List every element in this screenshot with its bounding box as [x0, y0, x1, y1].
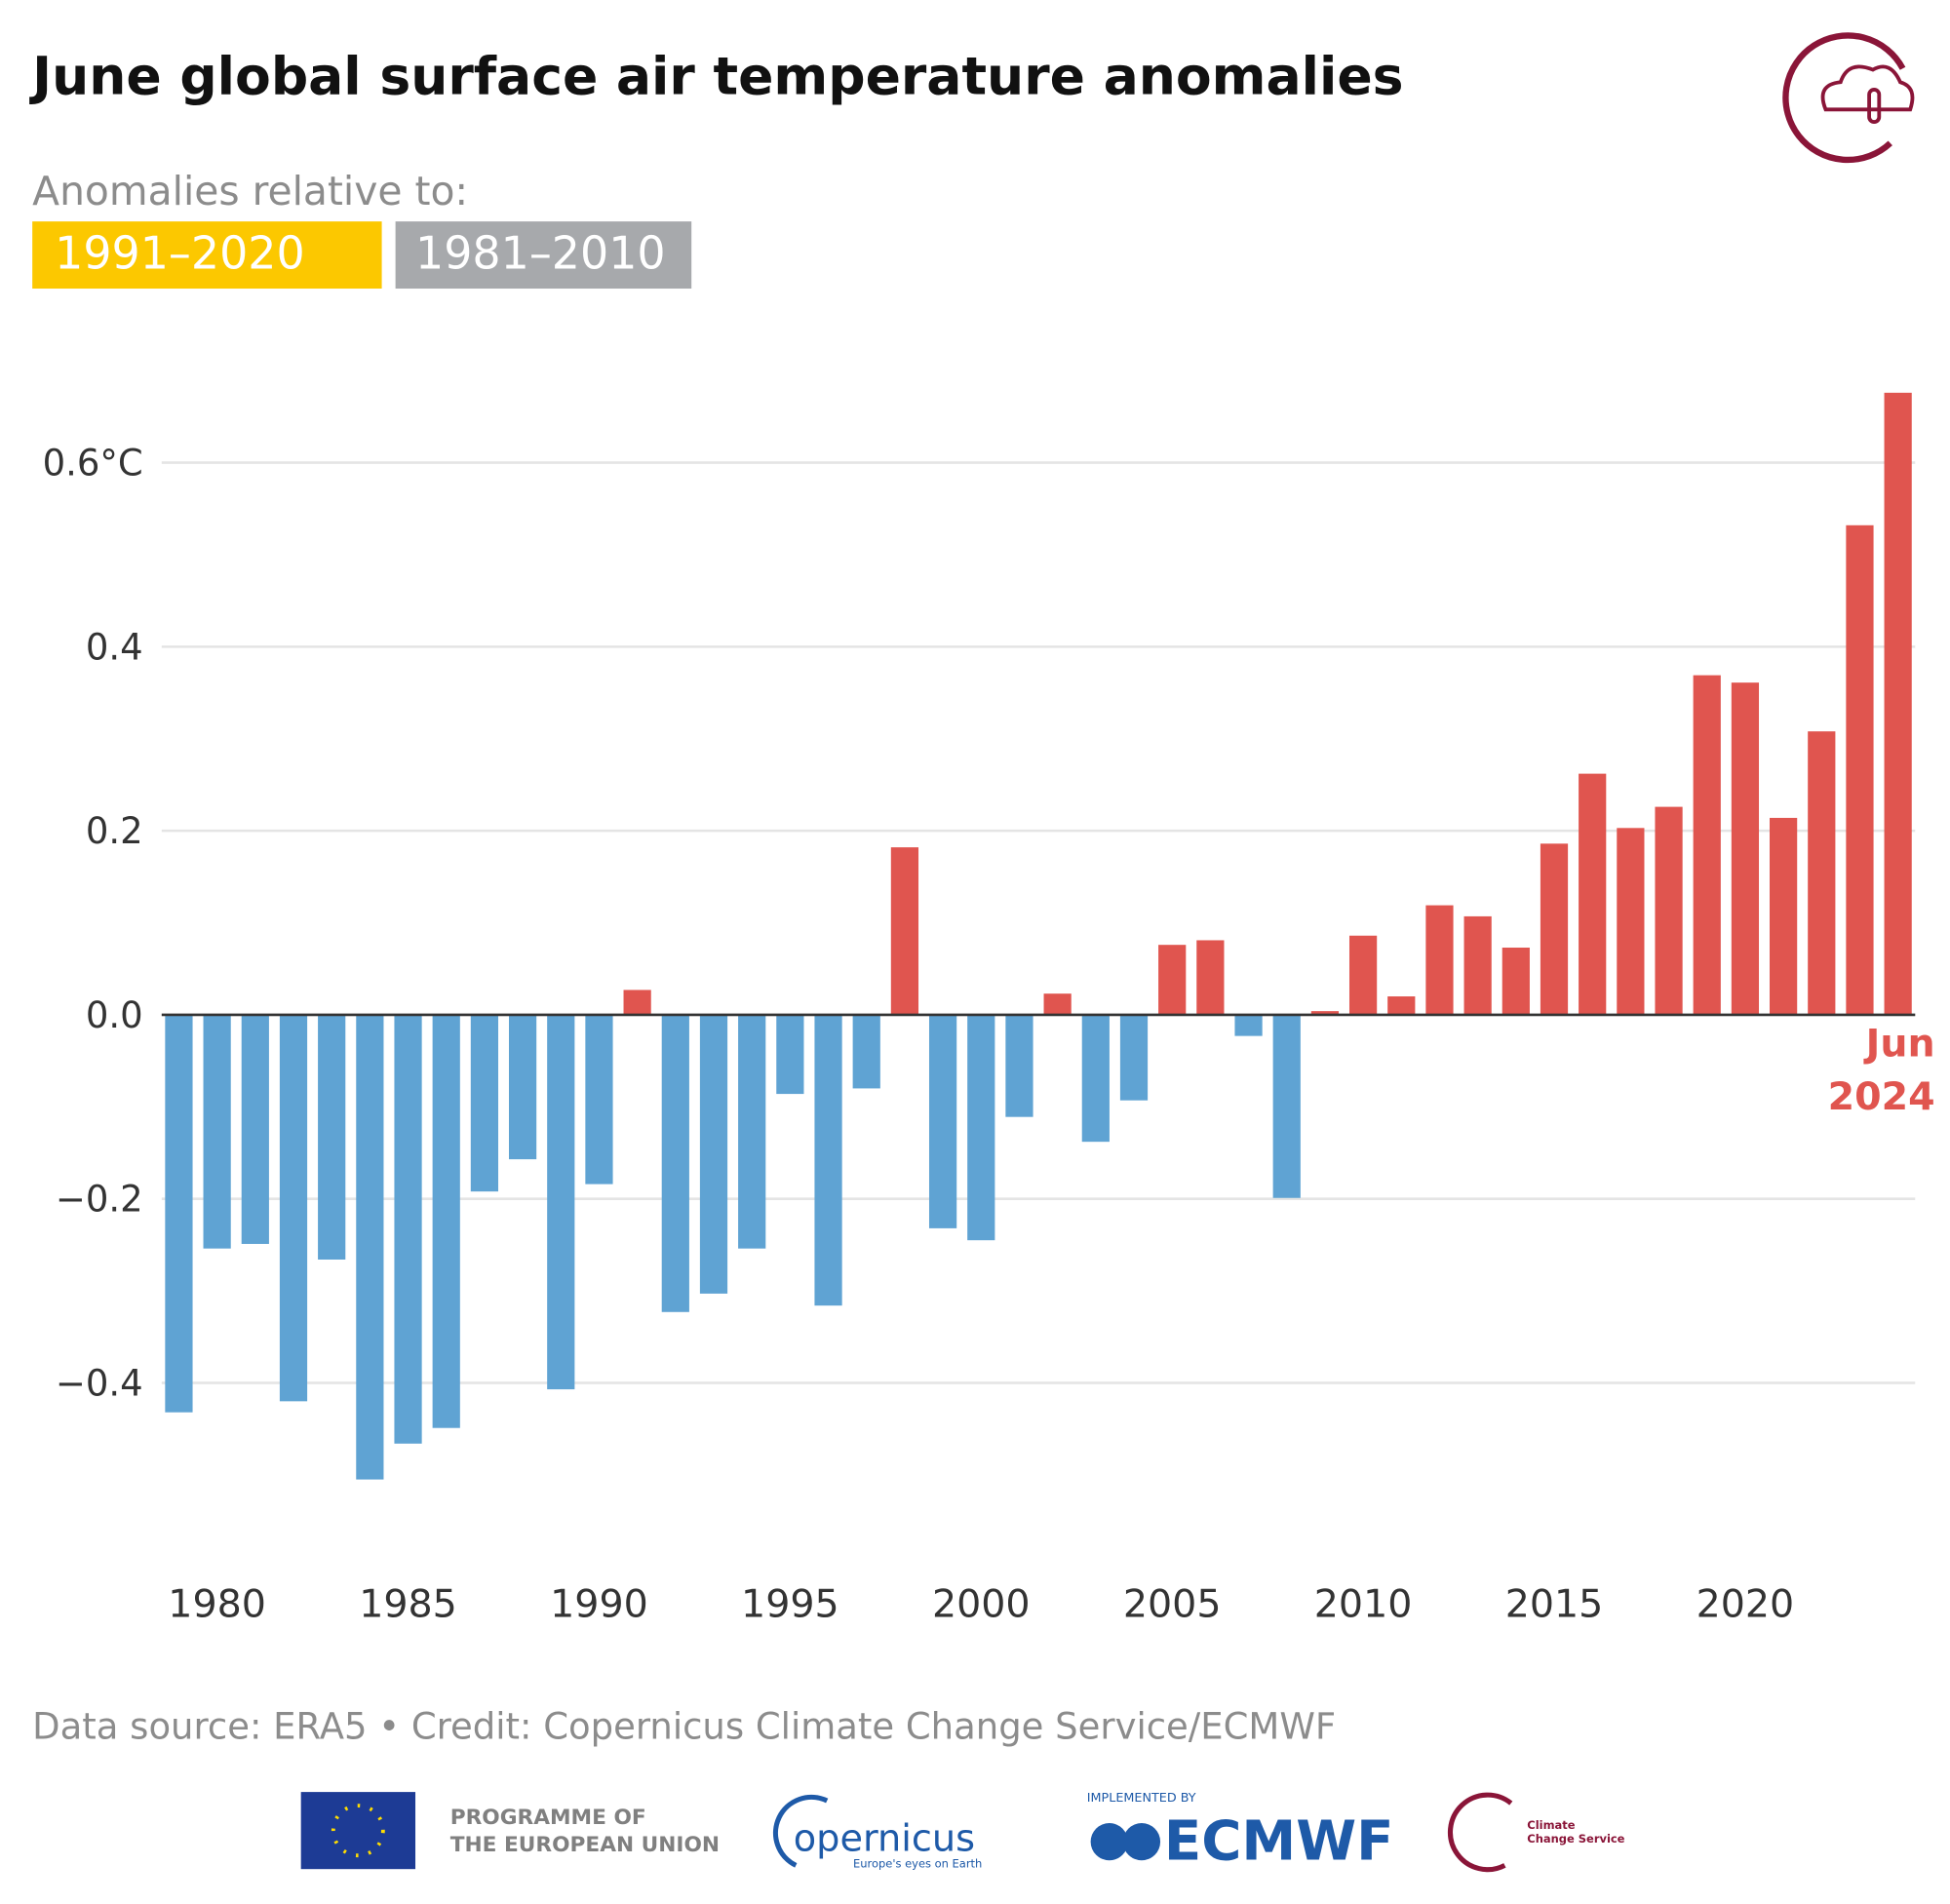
bar [547, 1014, 575, 1390]
annotation: Jun [1863, 1021, 1935, 1066]
bar [1272, 1014, 1301, 1198]
bar [890, 847, 919, 1015]
bar [1310, 1011, 1340, 1015]
source-note: Data source: ERA5 • Credit: Copernicus C… [32, 1706, 1336, 1748]
annotation: 2024 [1828, 1074, 1935, 1119]
subtitle: Anomalies relative to: [32, 168, 468, 214]
bar [852, 1014, 880, 1089]
bar [318, 1014, 346, 1260]
bar [1196, 940, 1225, 1015]
x-tick-label: 1985 [359, 1582, 457, 1627]
plot-area: −0.4 −0.2 0.0 0.2 0.4 0.6°C 1980 1985 1990 1995 20… [43, 392, 1935, 1627]
logo-text: IMPLEMENTED BY [1087, 1791, 1196, 1806]
footer-logos: PROGRAMME OF THE EUROPEAN UNION opernicu… [300, 1791, 1625, 1873]
x-tick-label: 2005 [1123, 1582, 1222, 1627]
bar [1348, 935, 1378, 1015]
bar [1463, 915, 1492, 1015]
eu-flag [300, 1792, 416, 1870]
baseline-button-label[interactable]: 1991–2020 [55, 226, 305, 279]
bar [776, 1014, 804, 1095]
bar [623, 990, 651, 1015]
y-tick-label: 0.6°C [43, 443, 143, 485]
logo-text: THE EUROPEAN UNION [450, 1833, 720, 1857]
bar [1387, 996, 1416, 1015]
bar [699, 1014, 728, 1294]
logo-text: Change Service [1527, 1832, 1624, 1846]
bar [1043, 993, 1072, 1015]
logo-text: Climate [1527, 1818, 1575, 1832]
x-tick-label: 1990 [550, 1582, 648, 1627]
bar [1081, 1014, 1110, 1143]
bar [508, 1014, 537, 1160]
bar [967, 1014, 995, 1241]
x-tick-label: 2015 [1505, 1582, 1604, 1627]
bar [661, 1014, 689, 1312]
baseline-button[interactable] [32, 221, 382, 290]
bar [1770, 817, 1798, 1015]
bar [1119, 1014, 1149, 1101]
bar [1579, 773, 1607, 1015]
eu-stars [331, 1804, 385, 1858]
y-tick-label: 0.2 [86, 810, 143, 852]
bar [1655, 806, 1683, 1015]
logo-text: PROGRAMME OF [450, 1806, 646, 1830]
bar [1005, 1014, 1034, 1117]
bar [279, 1014, 308, 1402]
bar [1808, 731, 1836, 1015]
y-tick-label: 0.0 [86, 994, 143, 1036]
bar [1884, 392, 1912, 1015]
baseline-button-label[interactable]: 1981–2010 [415, 226, 666, 279]
bar [928, 1014, 957, 1228]
y-tick-label: −0.4 [56, 1363, 143, 1405]
bar [1846, 525, 1874, 1015]
bar [470, 1014, 499, 1192]
x-tick-label: 2000 [932, 1582, 1031, 1627]
x-tick-label: 2010 [1314, 1582, 1413, 1627]
bar [814, 1014, 842, 1306]
x-tick-label: 2020 [1696, 1582, 1795, 1627]
chart-title: June global surface air temperature anom… [29, 45, 1403, 106]
bar [203, 1014, 231, 1249]
bar [1425, 905, 1454, 1015]
bar [356, 1014, 384, 1480]
bar [1502, 948, 1530, 1015]
bar [1731, 682, 1760, 1015]
bar [1617, 828, 1645, 1015]
bar [1540, 843, 1569, 1015]
baseline-button[interactable] [395, 221, 692, 290]
logo-text: ECMWF [1164, 1809, 1394, 1873]
logo [1782, 32, 1915, 164]
x-tick-label: 1995 [741, 1582, 839, 1627]
bar [1158, 945, 1187, 1015]
y-tick-label: −0.2 [56, 1179, 143, 1221]
y-tick-label: 0.4 [86, 626, 143, 668]
bar [1234, 1014, 1263, 1036]
bar [1693, 675, 1721, 1015]
bar [165, 1014, 193, 1413]
logo-text: Europe's eyes on Earth [853, 1857, 982, 1871]
logo-text: opernicus [794, 1816, 975, 1860]
bar [394, 1014, 422, 1444]
bar [585, 1014, 613, 1185]
bar [738, 1014, 766, 1249]
bar [241, 1014, 269, 1244]
bar [432, 1014, 460, 1428]
x-tick-label: 1980 [168, 1582, 266, 1627]
